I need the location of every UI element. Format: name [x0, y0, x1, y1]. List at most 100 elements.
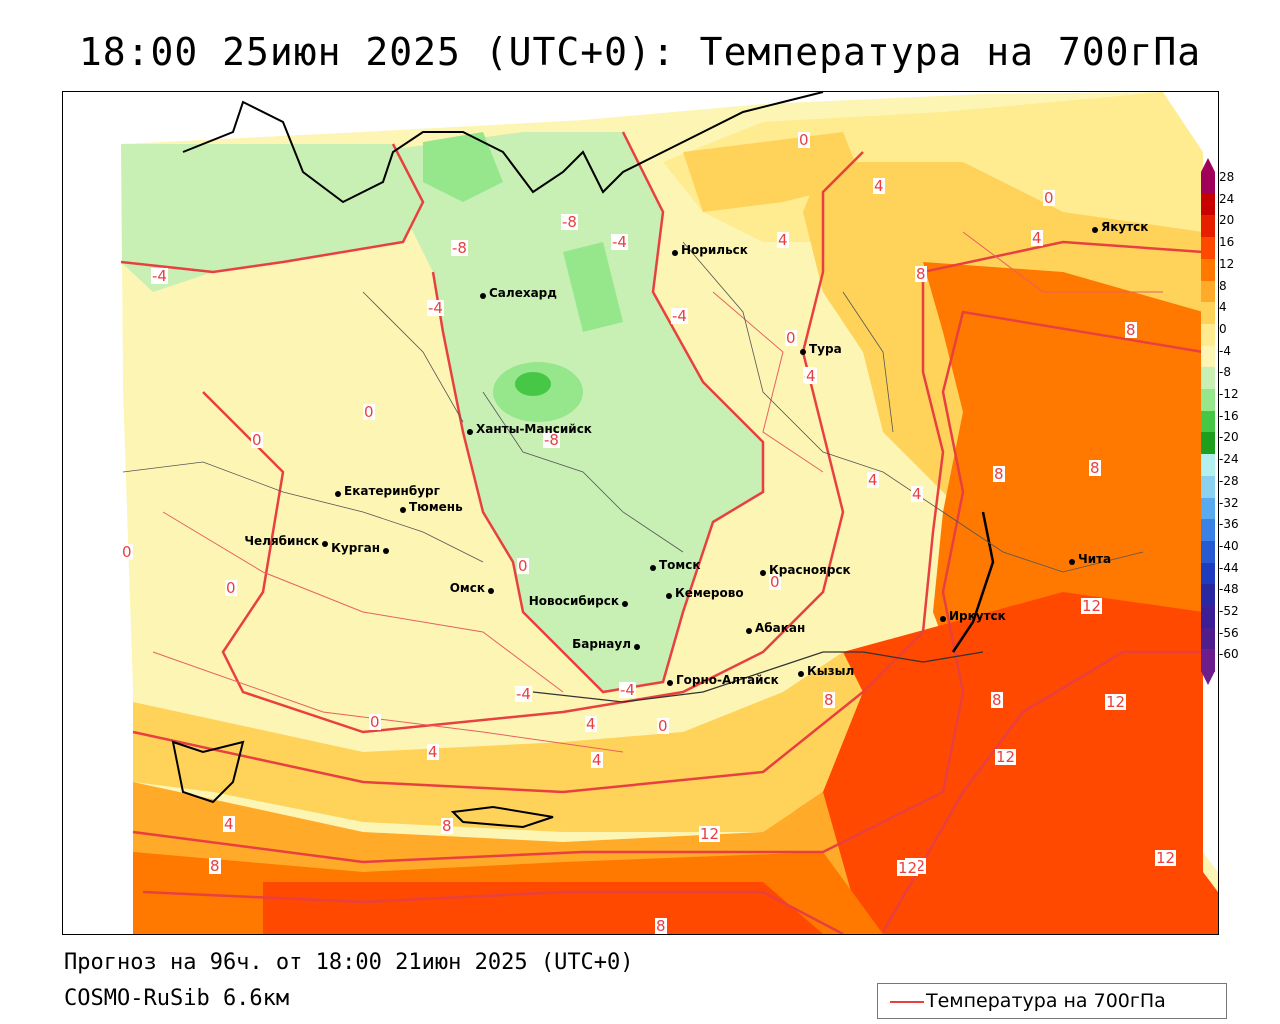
contour-value-label: -8: [543, 431, 560, 449]
contour-value-label: 4: [223, 815, 235, 833]
city-dot: [1069, 559, 1075, 565]
city-dot: [634, 644, 640, 650]
city-label: Чита: [1078, 552, 1112, 566]
colorbar-segment: [1201, 410, 1215, 433]
city-dot: [760, 570, 766, 576]
colorbar-segment: [1201, 584, 1215, 607]
legend: Температура на 700гПа: [877, 983, 1227, 1019]
city-dot: [1092, 227, 1098, 233]
contour-value-label: -4: [611, 233, 628, 251]
colorbar-segment: [1201, 519, 1215, 542]
colorbar-tick-label: -52: [1219, 604, 1239, 618]
colorbar-tick-label: 20: [1219, 213, 1235, 228]
contour-value-label: 0: [225, 579, 237, 597]
colorbar-tick-label: 28: [1219, 170, 1235, 184]
city-dot: [666, 593, 672, 599]
colorbar-tick-label: -40: [1219, 538, 1239, 553]
contour-value-label: 0: [798, 131, 810, 149]
contour-value-label: -4: [515, 685, 532, 703]
city-label: Ханты-Мансийск: [476, 422, 592, 436]
colorbar-tick-label: 16: [1219, 235, 1235, 250]
colorbar-segment: [1201, 454, 1215, 477]
city-dot: [400, 507, 406, 513]
temperature-map: 0 4 0 4 4 8 -8 -8 -4 -4 -4 -4 0 0 0 -8 0 0 0 4 4 8 8 -4 0 0 4 4 8 8 4 8…: [62, 91, 1219, 935]
city-label: Тюмень: [409, 500, 463, 514]
city-dot: [335, 491, 341, 497]
contour-value-label: -4: [151, 267, 168, 285]
colorbar-segment: [1201, 540, 1215, 564]
city-dot: [322, 541, 328, 547]
city-dot: [622, 601, 628, 607]
colorbar-tick-label: 0: [1219, 321, 1227, 336]
colorbar-tick-label: -16: [1219, 408, 1239, 423]
colorbar-tick-label: -48: [1219, 582, 1239, 597]
city-label: Екатеринбург: [344, 484, 440, 498]
colorbar-tick-label: 8: [1219, 278, 1227, 293]
model-info: COSMO-RuSib 6.6км: [64, 986, 290, 1011]
colorbar-tick-label: -28: [1219, 473, 1239, 488]
city-dot: [480, 293, 486, 299]
contour-value-label: 8: [993, 465, 1005, 483]
contour-value-label: 4: [911, 485, 923, 503]
contour-value-label: 4: [591, 751, 603, 769]
contour-value-label: -4: [671, 307, 688, 325]
colorbar-tick-label: -32: [1219, 495, 1239, 510]
contour-value-label: 4: [867, 471, 879, 489]
city-dot: [488, 588, 494, 594]
forecast-info: Прогноз на 96ч. от 18:00 21июн 2025 (UTC…: [64, 950, 634, 975]
colorbar-segment: [1201, 606, 1215, 629]
city-label: Новосибирск: [528, 594, 619, 608]
city-dot: [800, 349, 806, 355]
city-label: Курган: [331, 541, 380, 555]
city-label: Кемерово: [675, 586, 744, 600]
colorbar-segment: [1201, 280, 1215, 303]
colorbar-tick-label: -56: [1219, 625, 1239, 640]
colorbar-bottom-arrow-icon: [1201, 671, 1215, 686]
contour-value-label: 0: [121, 543, 133, 561]
contour-value-label: -4: [427, 299, 444, 317]
map-title: 18:00 25июн 2025 (UTC+0): Температура на…: [78, 30, 1202, 74]
colorbar-segment: [1201, 193, 1215, 216]
colorbar-segment: [1201, 497, 1215, 520]
city-label: Горно-Алтайск: [676, 673, 779, 687]
colorbar-tick-label: -24: [1219, 452, 1239, 467]
colorbar-segment: [1201, 258, 1215, 281]
contour-value-label: 8: [1125, 321, 1137, 339]
legend-label: Температура на 700гПа: [926, 990, 1166, 1012]
city-dot: [467, 429, 473, 435]
contour-value-label: 4: [805, 367, 817, 385]
contour-value-label: 8: [209, 857, 221, 875]
legend-line-icon: [890, 1001, 924, 1003]
contour-value-label: 0: [769, 573, 781, 591]
colorbar-segment: [1201, 237, 1215, 260]
contour-value-label: 4: [777, 231, 789, 249]
city-label: Кызыл: [807, 664, 855, 678]
contour-value-label: -8: [561, 213, 578, 231]
colorbar-segment: [1201, 475, 1215, 498]
colorbar-tick-label: -60: [1219, 647, 1239, 662]
contour-value-label: 8: [823, 691, 835, 709]
colorbar-segment: [1201, 562, 1215, 585]
city-dot: [746, 628, 752, 634]
contour-value-label: 12: [699, 825, 721, 843]
city-dot: [940, 616, 946, 622]
city-dot: [798, 671, 804, 677]
colorbar-segment: [1201, 302, 1215, 325]
city-dot: [672, 250, 678, 256]
contour-value-label: 12: [1105, 693, 1127, 711]
contour-value-label: 0: [369, 713, 381, 731]
city-dot: [667, 680, 673, 686]
colorbar-tick-label: -4: [1219, 343, 1231, 358]
colorbar-segment: [1201, 172, 1215, 195]
contour-value-label: 0: [251, 431, 263, 449]
city-label: Челябинск: [244, 534, 319, 548]
contour-value-label: 4: [585, 715, 597, 733]
colorbar-tick-label: -12: [1219, 387, 1239, 401]
city-label: Абакан: [755, 621, 806, 635]
colorbar-tick-label: -8: [1219, 365, 1231, 380]
city-label: Омск: [449, 581, 485, 595]
city-label: Норильск: [681, 243, 748, 257]
colorbar-segment: [1201, 323, 1215, 347]
city-label: Барнаул: [572, 637, 631, 651]
colorbar-segment: [1201, 345, 1215, 368]
